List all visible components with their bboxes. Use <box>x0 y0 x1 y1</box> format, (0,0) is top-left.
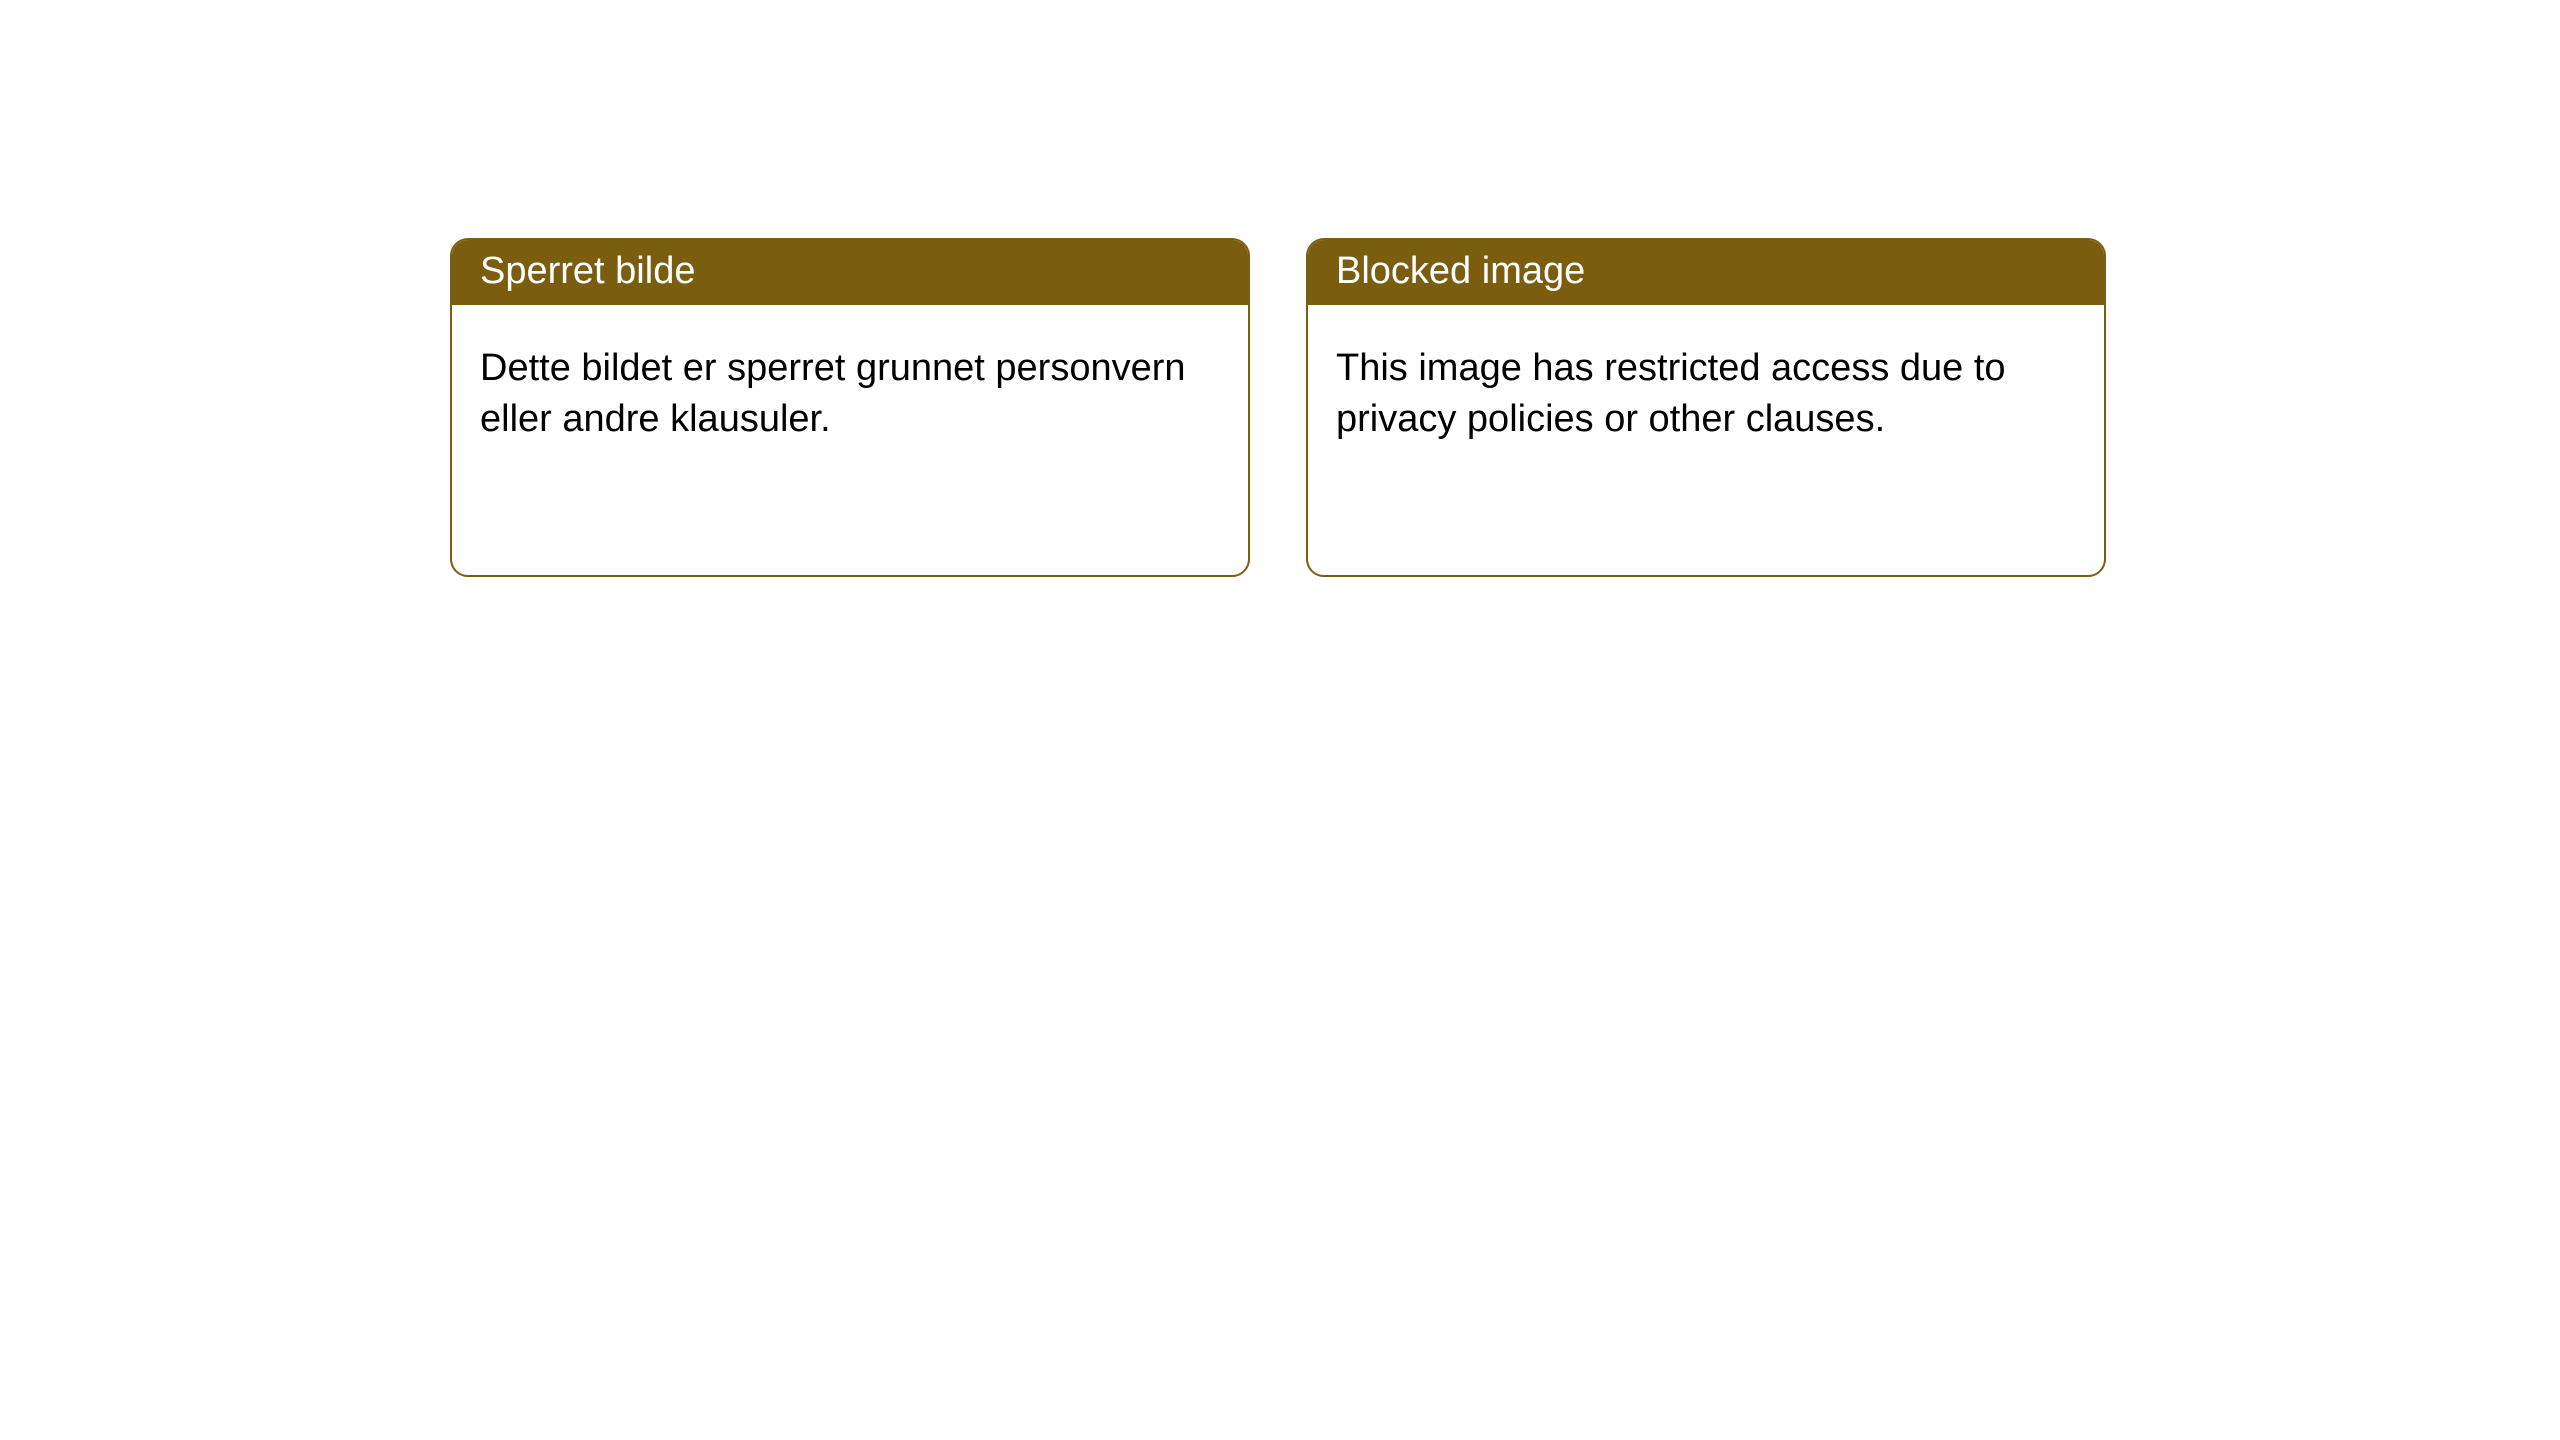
notice-card-english: Blocked image This image has restricted … <box>1306 238 2106 577</box>
notice-header-norwegian: Sperret bilde <box>452 240 1248 305</box>
notice-body-english: This image has restricted access due to … <box>1308 305 2104 575</box>
notice-container: Sperret bilde Dette bildet er sperret gr… <box>0 0 2560 577</box>
notice-body-norwegian: Dette bildet er sperret grunnet personve… <box>452 305 1248 575</box>
notice-header-english: Blocked image <box>1308 240 2104 305</box>
notice-card-norwegian: Sperret bilde Dette bildet er sperret gr… <box>450 238 1250 577</box>
